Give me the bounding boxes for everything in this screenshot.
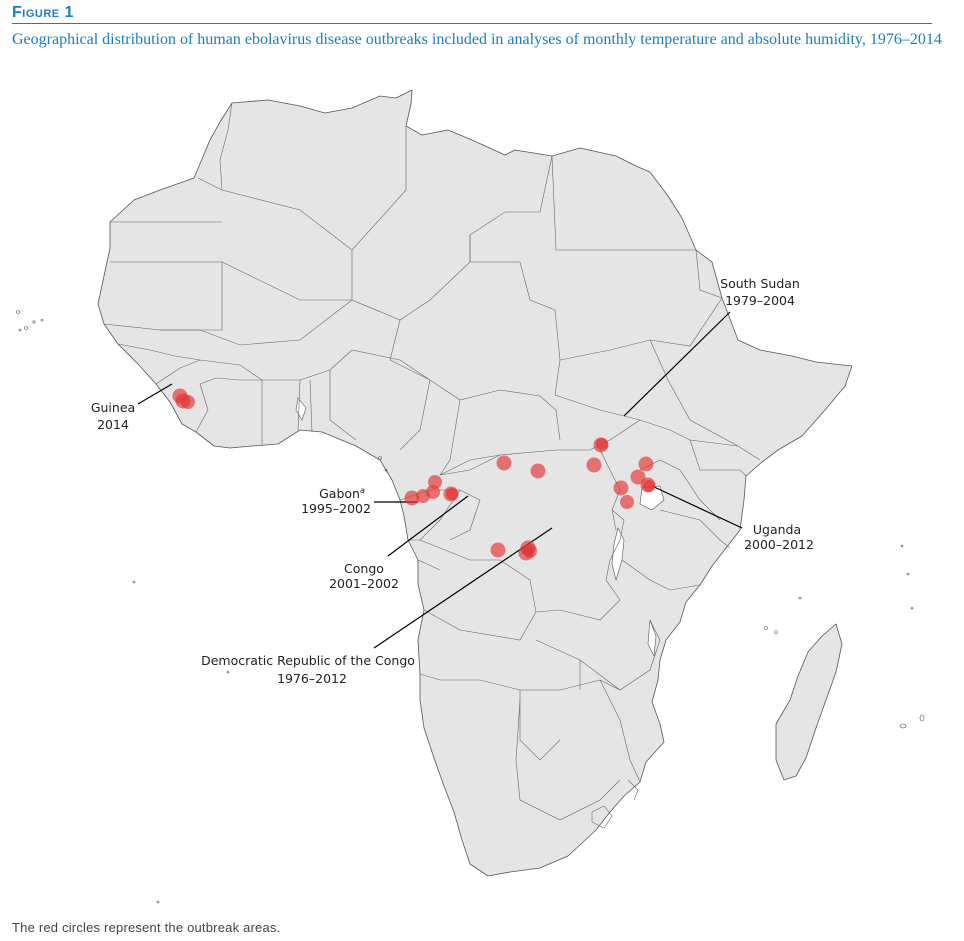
figure-label: Figure 1	[12, 4, 74, 21]
title-rule	[12, 23, 932, 24]
label-south-sudan-years: 1979–2004	[725, 293, 795, 308]
outbreak-circle	[530, 463, 546, 479]
label-gabon-years: 1995–2002	[301, 501, 371, 516]
label-drc-name: Democratic Republic of the Congo	[201, 653, 415, 668]
label-uganda-years: 2000–2012	[744, 537, 814, 552]
country-borders	[103, 102, 761, 829]
outbreak-circle	[620, 495, 634, 509]
label-guinea-years: 2014	[97, 417, 129, 432]
label-gabon-superscript: a	[360, 486, 365, 495]
country-labels: Guinea 2014 South Sudan 1979–2004 Gabona…	[91, 276, 814, 686]
label-south-sudan-name: South Sudan	[720, 276, 800, 291]
label-congo-name: Congo	[344, 561, 384, 576]
outbreak-circle	[586, 457, 602, 473]
outbreak-circle	[638, 456, 654, 472]
leader-congo	[387, 495, 469, 557]
figure-footnote: The red circles represent the outbreak a…	[12, 920, 281, 935]
label-guinea-name: Guinea	[91, 400, 135, 415]
label-gabon-text: Gabon	[319, 486, 360, 501]
lake-tanganyika	[611, 527, 625, 582]
outbreak-circles	[172, 388, 656, 561]
outbreak-circle	[490, 542, 506, 558]
outbreak-circle	[596, 438, 608, 450]
madagascar	[775, 623, 843, 781]
outbreak-circle	[630, 469, 646, 485]
lake-malawi	[647, 619, 657, 658]
africa-landmass	[97, 89, 853, 877]
outbreak-circle	[643, 480, 655, 492]
figure-title: Geographical distribution of human ebola…	[12, 31, 942, 48]
outbreak-circle	[523, 544, 537, 558]
outbreak-circle	[428, 475, 442, 489]
outbreak-circle	[446, 488, 458, 500]
label-congo-years: 2001–2002	[329, 576, 399, 591]
label-uganda-name: Uganda	[753, 522, 801, 537]
small-islands	[16, 310, 925, 904]
leader-uganda	[651, 485, 743, 529]
leader-south-sudan	[623, 311, 731, 417]
outbreak-circle	[404, 490, 420, 506]
label-gabon-name: Gabona	[319, 486, 365, 501]
outbreak-circle	[613, 480, 629, 496]
outbreak-circle	[496, 455, 512, 471]
lake-volta	[295, 397, 307, 421]
outbreak-circle	[181, 395, 195, 409]
leader-guinea	[137, 383, 173, 405]
label-drc-years: 1976–2012	[277, 671, 347, 686]
